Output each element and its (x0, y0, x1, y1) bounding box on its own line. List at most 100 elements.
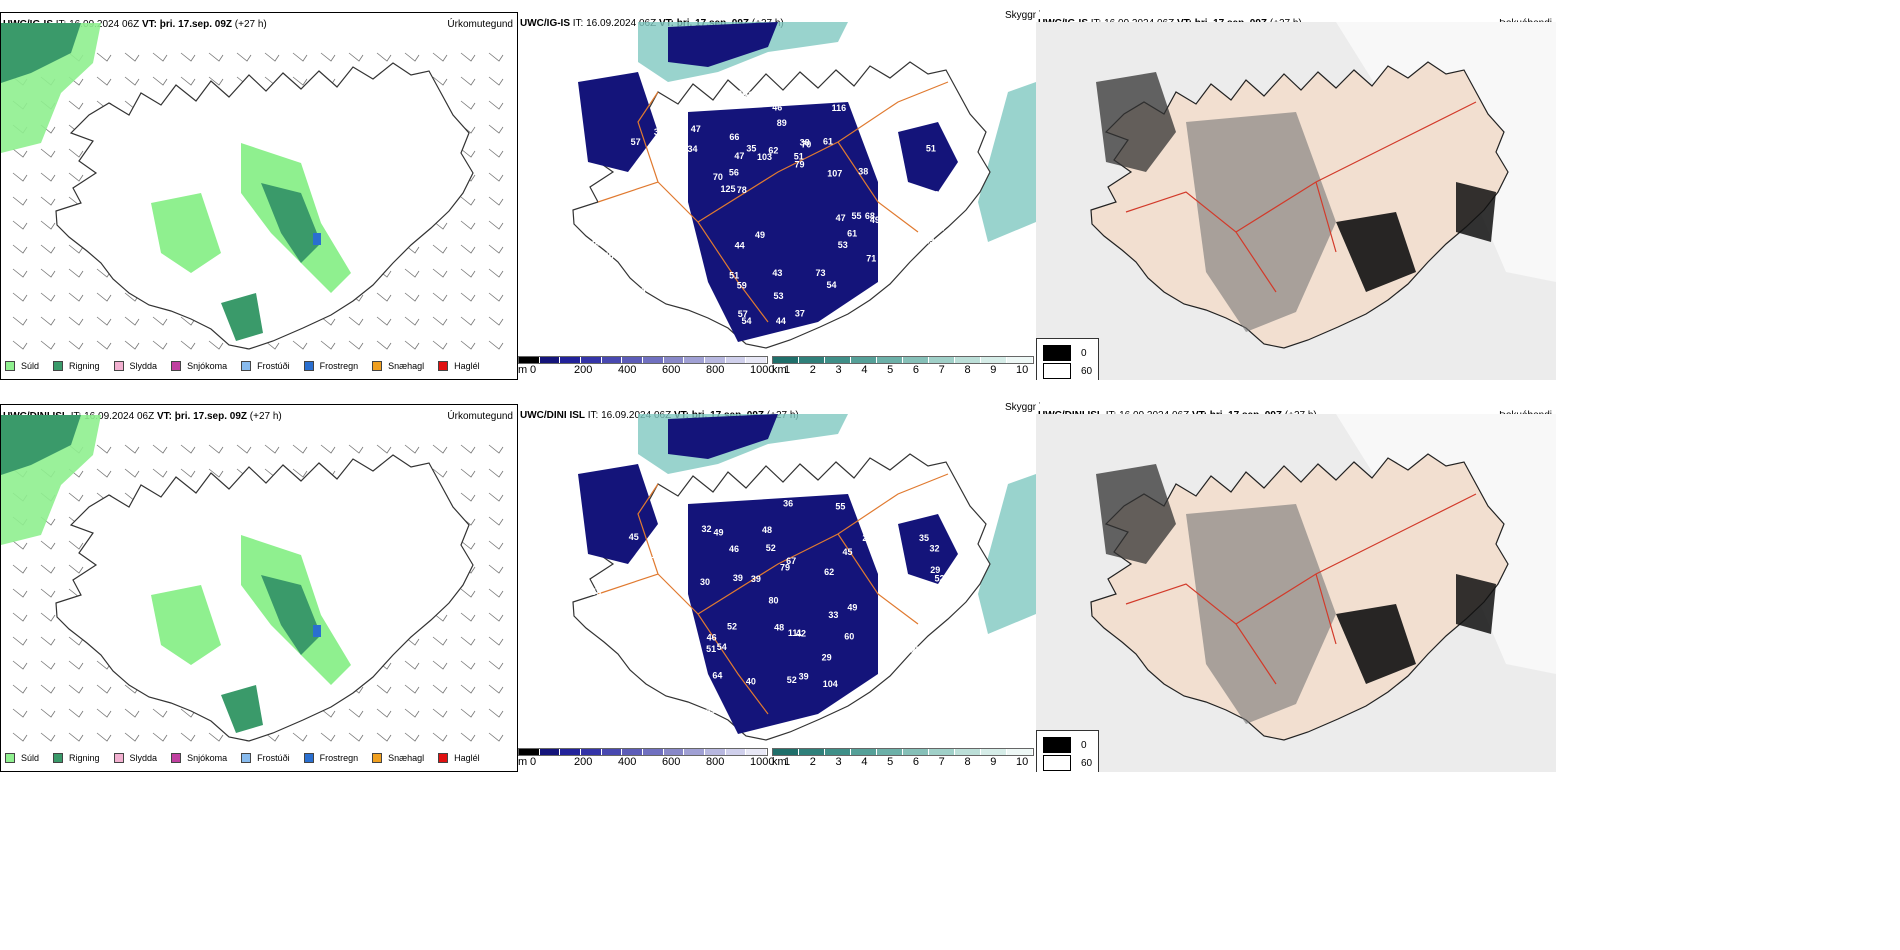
ceiling-value-label: 35 (746, 143, 756, 153)
ceiling-value-label: 51 (922, 583, 932, 593)
colorbar-tick: 8 (964, 364, 971, 376)
wind-barb (432, 292, 448, 302)
ceiling-value-label: 45 (629, 532, 639, 542)
colorbar-tick: 9 (990, 364, 997, 376)
wind-barb (292, 468, 308, 478)
ceiling-value-label: 34 (687, 144, 697, 154)
wind-barb (432, 340, 448, 350)
ceiling-value-label: 39 (799, 672, 809, 682)
fog-legend-label: 60 (1081, 365, 1093, 377)
colorbar-cell (799, 357, 825, 363)
ceiling-value-label: 111 (788, 628, 802, 638)
ceiling-value-label: 33 (670, 291, 680, 301)
wind-barb (488, 100, 504, 110)
wind-barb (432, 636, 448, 646)
colorbar-tick: 200 (574, 756, 593, 768)
ceiling-value-label: 64 (635, 598, 645, 608)
wind-barb (376, 732, 392, 742)
colorbar-tick: 1 (784, 364, 791, 376)
wind-barb (12, 148, 28, 158)
wind-barb (292, 732, 308, 742)
wind-barb (96, 732, 112, 742)
ceiling-colorbar-1: m 0 200 400 600 800 1000 (518, 356, 774, 378)
ceiling-value-label: 30 (749, 94, 759, 104)
ceiling-value-label: 120 (732, 89, 747, 99)
ceiling-value-label: 79 (794, 160, 804, 170)
colorbar-cell (519, 357, 540, 363)
visibility-colorbar-1: km 1 2 3 4 5 6 7 8 9 10 (772, 356, 1034, 378)
ceiling-value-label: 56 (729, 168, 739, 178)
ceiling-value-label: 46 (707, 632, 717, 642)
wind-barb (124, 732, 140, 742)
colorbar-tick: 2 (809, 756, 816, 768)
legend-label: Súld (21, 361, 40, 371)
wind-barb (96, 684, 112, 694)
wind-barb (320, 340, 336, 350)
ceiling-value-label: 48 (673, 683, 683, 693)
wind-barb (376, 316, 392, 326)
wind-barb (12, 588, 28, 598)
wind-barb (152, 732, 168, 742)
wind-barb (264, 732, 280, 742)
rain-area (221, 685, 263, 733)
freezing-rain-area (313, 233, 321, 245)
wind-barb (40, 220, 56, 230)
legend-label: Frostúði (257, 753, 290, 763)
wind-barb (488, 268, 504, 278)
wind-barb (488, 540, 504, 550)
ceiling-value-label: 30 (638, 241, 648, 251)
wind-barb (376, 292, 392, 302)
wind-barb (68, 540, 84, 550)
legend-label: Snæhagl (388, 753, 425, 763)
ceiling-value-label: 54 (827, 280, 837, 290)
legend-swatch (113, 753, 124, 763)
wind-barb (208, 444, 224, 454)
ceiling-value-label: 42 (796, 628, 806, 638)
legend-swatch (53, 361, 64, 371)
ceiling-value-label: 55 (835, 501, 845, 511)
wind-barb (404, 52, 420, 62)
ceiling-value-label: 64 (935, 222, 945, 232)
wind-barb (376, 684, 392, 694)
low-ceiling-area (898, 122, 958, 192)
ceiling-value-label: 60 (844, 632, 854, 642)
wind-barb (488, 708, 504, 718)
wind-barb (68, 244, 84, 254)
ceiling-value-label: 45 (843, 547, 853, 557)
wind-barb (404, 684, 420, 694)
wind-barb (404, 268, 420, 278)
wind-barb (320, 732, 336, 742)
wind-barb (124, 708, 140, 718)
wind-barb (96, 340, 112, 350)
ceiling-value-label: 63 (678, 126, 688, 136)
precip-map (1, 415, 504, 742)
wind-barb (320, 52, 336, 62)
wind-barb (488, 340, 504, 350)
colorbar-cell (705, 357, 726, 363)
wind-barb (404, 708, 420, 718)
colorbar-cell (799, 749, 825, 755)
wind-barb (12, 316, 28, 326)
wind-barb (96, 292, 112, 302)
wind-barb (404, 316, 420, 326)
ceiling-value-label: 48 (762, 525, 772, 535)
wind-barb (40, 564, 56, 574)
ceiling-value-label: 49 (847, 603, 857, 613)
colorbar-tick: 600 (662, 756, 681, 768)
wind-barb (208, 340, 224, 350)
low-ceiling-area (898, 514, 958, 584)
ceiling-value-label: 44 (735, 241, 745, 251)
wind-barb (208, 732, 224, 742)
wind-barb (68, 492, 84, 502)
colorbar-tick: 5 (887, 756, 894, 768)
road-network (1125, 101, 1477, 293)
ceiling-value-label: 30 (941, 205, 951, 215)
colorbar-cell (877, 357, 903, 363)
ceiling-value-label: 30 (700, 577, 710, 587)
fog-legend-row: 60 (1043, 755, 1092, 771)
wind-barb (12, 660, 28, 670)
ceiling-value-label: 47 (836, 213, 846, 223)
ceiling-colorbar-2: m 0 200 400 600 800 1000 (518, 748, 774, 770)
ceiling-value-label: 62 (768, 145, 778, 155)
colorbar-unit: km (772, 756, 787, 768)
